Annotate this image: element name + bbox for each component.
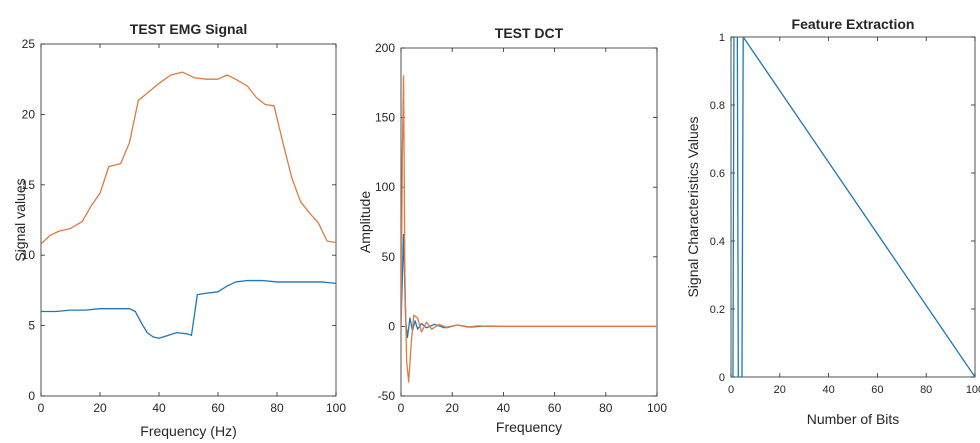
- x-tick-label: 60: [211, 401, 225, 415]
- y-tick-label: 200: [375, 41, 395, 55]
- y-tick-label: 0: [388, 319, 395, 333]
- chart-panel-1: TEST EMG Signal 0 20 40 60 80 100 0 5 10 15 20 25 Fre…: [12, 21, 346, 439]
- x-tick-label: 60: [548, 401, 562, 415]
- y-tick-label: 100: [375, 180, 395, 194]
- axes-box: [730, 36, 976, 378]
- y-axis-label: Signal Characteristics Values: [685, 116, 701, 297]
- chart-panel-3: Feature Extraction 0 20 40 60 80 100 0 0.2 0.4 0.6…: [685, 16, 980, 427]
- axes-box: [400, 47, 658, 397]
- x-tick-label: 100: [966, 384, 980, 396]
- x-tick-label: 60: [871, 384, 883, 396]
- x-axis-label: Frequency: [496, 419, 562, 435]
- x-tick-label: 100: [647, 401, 667, 415]
- y-tick-label: 5: [28, 319, 35, 333]
- y-axis-label: Signal values: [12, 178, 28, 261]
- y-tick-label: 0: [28, 389, 35, 403]
- y-tick-label: 0.6: [710, 168, 725, 180]
- x-tick-label: 0: [38, 401, 45, 415]
- y-tick-label: -50: [378, 389, 396, 403]
- x-tick-label: 20: [446, 401, 460, 415]
- x-tick-label: 20: [93, 401, 107, 415]
- y-tick-label: 20: [22, 107, 36, 121]
- chart-title: TEST EMG Signal: [130, 21, 247, 37]
- y-tick-label: 1: [719, 32, 725, 44]
- y-tick-label: 50: [382, 250, 396, 264]
- series-line-orange: [41, 71, 336, 245]
- x-axis-label: Number of Bits: [807, 411, 900, 427]
- chart-title: TEST DCT: [495, 25, 564, 41]
- axes-box: [40, 43, 337, 397]
- series-line-blue: [41, 279, 336, 339]
- y-tick-label: 0.8: [710, 100, 725, 112]
- x-tick-label: 40: [152, 401, 166, 415]
- y-tick-label: 10: [22, 248, 36, 262]
- y-tick-label: 0.4: [710, 236, 725, 248]
- x-tick-label: 20: [774, 384, 786, 396]
- series-line-blue: [731, 37, 975, 377]
- x-tick-label: 40: [497, 401, 511, 415]
- x-tick-label: 0: [728, 384, 734, 396]
- y-tick-label: 150: [375, 111, 395, 125]
- x-tick-label: 80: [920, 384, 932, 396]
- x-tick-label: 0: [398, 401, 405, 415]
- x-tick-label: 80: [599, 401, 613, 415]
- y-tick-label: 0: [719, 372, 725, 384]
- y-axis-label: Amplitude: [357, 191, 373, 253]
- y-tick-label: 25: [22, 37, 36, 51]
- y-tick-label: 15: [22, 178, 36, 192]
- series-line-orange: [401, 75, 657, 383]
- chart-title: Feature Extraction: [792, 16, 915, 32]
- x-tick-label: 100: [326, 401, 346, 415]
- x-tick-label: 80: [270, 401, 284, 415]
- y-tick-label: 0.2: [710, 304, 725, 316]
- x-tick-label: 40: [822, 384, 834, 396]
- x-axis-label: Frequency (Hz): [140, 423, 236, 439]
